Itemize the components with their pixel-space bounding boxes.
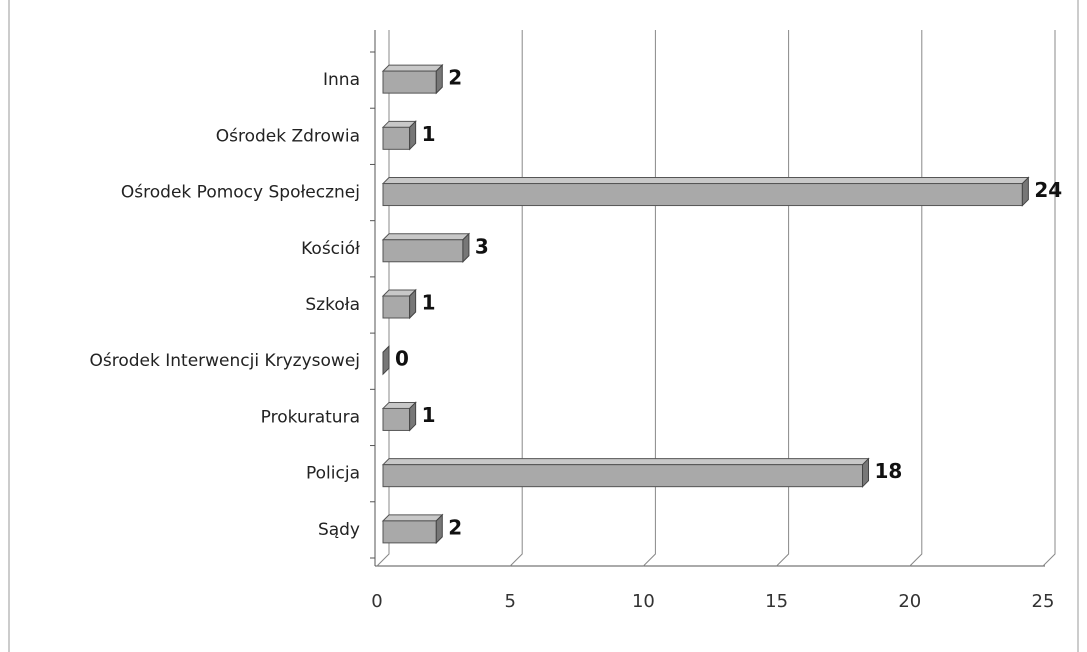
- bar-end: [409, 120, 417, 151]
- x-tick-label: 25: [1032, 591, 1055, 612]
- bar-top: [381, 177, 1030, 185]
- bar-top: [381, 233, 471, 241]
- bar-end: [435, 63, 443, 95]
- value-label: 1: [422, 122, 436, 146]
- y-tick-label: Ośrodek Interwencji Kryzysowej: [89, 351, 360, 371]
- bar: [382, 407, 411, 431]
- x-tick-label: 5: [504, 591, 515, 612]
- frame: [8, 0, 1079, 652]
- value-label: 0: [395, 347, 409, 371]
- bar-end: [435, 513, 443, 545]
- bar: [382, 464, 864, 488]
- bar-top: [381, 514, 444, 522]
- bar-end: [382, 345, 390, 376]
- bar-end: [409, 288, 417, 320]
- bar-end: [462, 232, 470, 263]
- bar: [382, 183, 1023, 207]
- y-tick-label: Sądy: [318, 520, 360, 540]
- bar: [382, 126, 411, 150]
- value-label: 18: [875, 459, 903, 483]
- value-label: 2: [448, 515, 462, 539]
- y-tick-label: Kościół: [301, 239, 360, 259]
- y-tick-label: Prokuratura: [261, 407, 360, 427]
- x-tick-label: 0: [371, 591, 382, 612]
- x-tick-label: 10: [632, 591, 655, 612]
- x-tick-label: 15: [765, 591, 788, 612]
- bar: [382, 70, 437, 94]
- bar-top: [381, 458, 870, 466]
- grid-line: [909, 30, 923, 567]
- bar-end: [1021, 176, 1029, 207]
- bar: [382, 520, 437, 544]
- value-label: 1: [422, 291, 436, 315]
- value-label: 2: [448, 66, 462, 90]
- grid-line: [1042, 30, 1056, 567]
- value-label: 24: [1034, 178, 1062, 202]
- value-label: 1: [422, 403, 436, 427]
- y-tick-label: Inna: [323, 70, 360, 90]
- bar: [382, 295, 411, 319]
- y-tick-label: Policja: [306, 464, 360, 484]
- y-tick-label: Ośrodek Zdrowia: [216, 126, 360, 146]
- value-label: 3: [475, 234, 489, 258]
- bar-end: [862, 457, 870, 488]
- x-tick-label: 20: [898, 591, 921, 612]
- bar: [382, 239, 464, 263]
- bar-end: [409, 401, 417, 432]
- y-tick-label: Szkoła: [305, 295, 360, 315]
- y-tick-label: Ośrodek Pomocy Społecznej: [121, 183, 360, 203]
- bar-top: [381, 64, 444, 72]
